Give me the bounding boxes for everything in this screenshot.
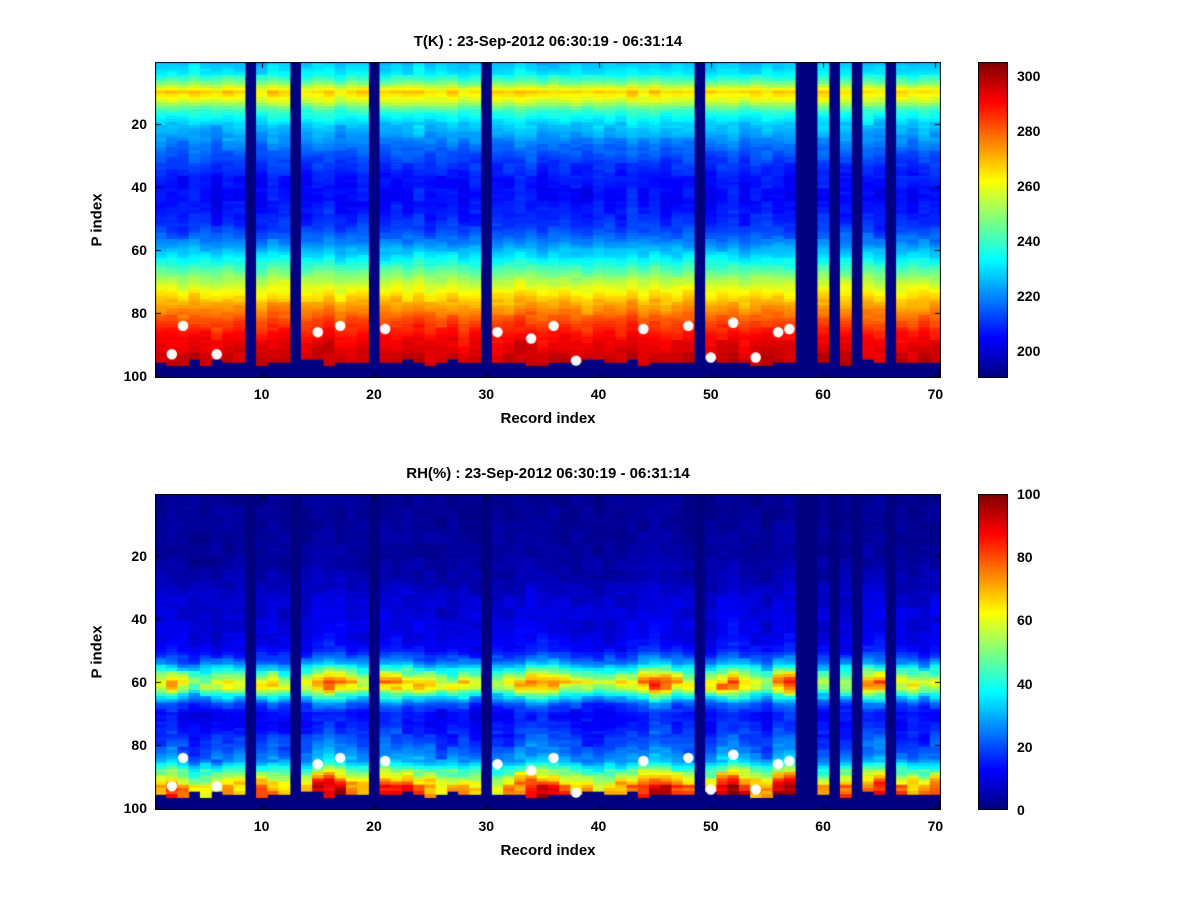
temperature-heatmap bbox=[155, 62, 941, 378]
y-tick-label: 60 bbox=[131, 674, 147, 691]
colorbar-tick-label: 300 bbox=[1017, 67, 1041, 84]
y-tick-label: 20 bbox=[131, 115, 147, 132]
temperature-colorbar bbox=[978, 62, 1008, 378]
colorbar-tick-label: 280 bbox=[1017, 122, 1041, 139]
humidity-plot-title: RH(%) : 23-Sep-2012 06:30:19 - 06:31:14 bbox=[406, 465, 690, 482]
x-tick-label: 60 bbox=[815, 386, 831, 402]
x-tick-label: 60 bbox=[815, 818, 831, 834]
colorbar-tick-label: 220 bbox=[1017, 287, 1041, 304]
humidity-colorbar bbox=[978, 494, 1008, 810]
x-tick-label: 50 bbox=[703, 818, 719, 834]
x-tick-label: 30 bbox=[478, 818, 495, 834]
y-tick-label: 80 bbox=[131, 737, 147, 754]
x-tick-label: 50 bbox=[703, 386, 719, 402]
temperature-y-axis-label: P index bbox=[88, 193, 106, 247]
humidity-x-axis-label: Record index bbox=[500, 842, 596, 859]
x-tick-label: 70 bbox=[927, 386, 944, 402]
colorbar-tick-label: 40 bbox=[1017, 675, 1033, 692]
colorbar-tick-label: 240 bbox=[1017, 232, 1041, 249]
x-tick-label: 20 bbox=[366, 386, 382, 402]
colorbar-tick-label: 100 bbox=[1017, 486, 1041, 502]
x-tick-label: 10 bbox=[253, 386, 270, 402]
humidity-y-axis-label: P index bbox=[88, 625, 106, 679]
y-tick-label: 20 bbox=[131, 547, 147, 564]
y-tick-label: 100 bbox=[123, 800, 147, 817]
colorbar-tick-label: 60 bbox=[1017, 612, 1033, 629]
x-tick-label: 10 bbox=[253, 818, 270, 834]
humidity-heatmap bbox=[155, 494, 941, 810]
colorbar-tick-label: 260 bbox=[1017, 177, 1041, 194]
y-tick-label: 40 bbox=[131, 610, 147, 627]
y-tick-label: 60 bbox=[131, 242, 147, 259]
x-tick-label: 30 bbox=[478, 386, 495, 402]
x-tick-label: 40 bbox=[590, 386, 607, 402]
colorbar-tick-label: 80 bbox=[1017, 549, 1033, 566]
x-tick-label: 20 bbox=[366, 818, 382, 834]
temperature-x-axis-label: Record index bbox=[500, 410, 596, 427]
colorbar-tick-label: 200 bbox=[1017, 342, 1041, 359]
colorbar-tick-label: 0 bbox=[1017, 802, 1025, 818]
temperature-plot-title: T(K) : 23-Sep-2012 06:30:19 - 06:31:14 bbox=[413, 33, 683, 50]
y-tick-label: 100 bbox=[123, 368, 147, 385]
colorbar-tick-label: 20 bbox=[1017, 738, 1033, 755]
x-tick-label: 70 bbox=[927, 818, 944, 834]
y-tick-label: 80 bbox=[131, 305, 147, 322]
x-tick-label: 40 bbox=[590, 818, 607, 834]
y-tick-label: 40 bbox=[131, 178, 147, 195]
